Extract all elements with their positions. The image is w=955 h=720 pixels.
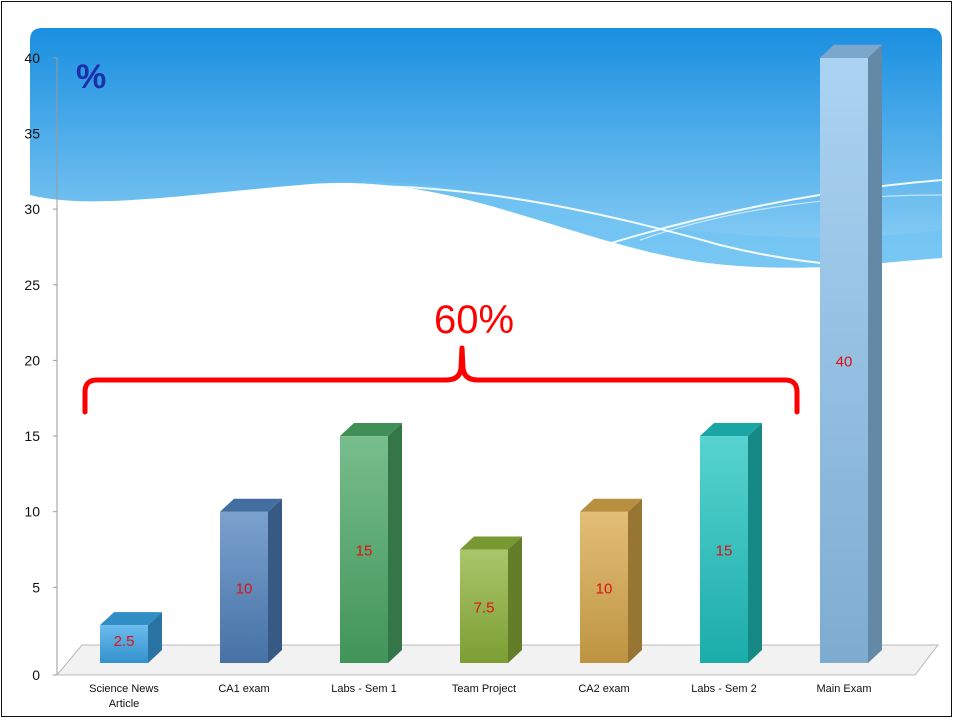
percent-mark: %: [76, 58, 106, 96]
bar-front: [700, 436, 748, 663]
bar-front: [100, 625, 148, 663]
sixty-percent-bracket: [82, 345, 800, 415]
wave-line: [594, 179, 943, 249]
y-tick-label: 20: [24, 352, 40, 368]
x-tick-label: Main Exam: [816, 683, 871, 695]
sky-wave-background: [30, 28, 943, 270]
bar-top: [340, 423, 402, 437]
bar-side: [508, 536, 522, 663]
bar-value-label: 10: [596, 580, 613, 597]
bar-2: 10: [220, 498, 282, 663]
bar-front: [340, 436, 388, 663]
bar-3: 15: [340, 423, 402, 663]
y-axis: 0 5 10 15 20 25 30 35 40: [24, 50, 58, 683]
bar-front: [220, 511, 268, 663]
x-tick-label: Labs - Sem 2: [691, 683, 756, 695]
bar-value-label: 15: [356, 543, 373, 560]
bar-side: [868, 44, 882, 664]
x-tick-label: Science News Article: [89, 683, 159, 710]
x-tick-label: CA1 exam: [218, 683, 269, 695]
y-tick-label: 15: [24, 428, 40, 444]
bar-4: 7.5: [460, 536, 522, 663]
bar-side: [268, 498, 282, 663]
bar-side: [148, 612, 162, 663]
bar-side: [628, 498, 642, 663]
bar-front: [580, 511, 628, 663]
bar-top: [580, 498, 642, 512]
bar-value-label: 2.5: [114, 633, 135, 650]
bar-value-label: 40: [836, 353, 853, 370]
bar-front: [820, 57, 868, 664]
bar-5: 10: [580, 498, 642, 663]
bar-1: 2.5: [100, 612, 162, 663]
wave-band: [300, 181, 942, 268]
annotation-layer: 60% %: [76, 58, 800, 415]
bar-value-label: 15: [716, 543, 733, 560]
bar-top: [220, 498, 282, 512]
sky-band: [30, 28, 942, 268]
y-tick-label: 0: [32, 667, 40, 683]
x-tick-label: CA2 exam: [578, 683, 629, 695]
bar-6: 15: [700, 423, 762, 663]
bar-value-label: 7.5: [474, 599, 495, 616]
bar-value-label: 10: [236, 580, 253, 597]
y-tick-label: 35: [24, 125, 40, 141]
y-tick-label: 10: [24, 504, 40, 520]
bar-top: [700, 423, 762, 437]
bar-series: 2.5 10 15 7.5 10 15 40: [100, 44, 882, 664]
bar-side: [388, 423, 402, 663]
y-tick-label: 30: [24, 201, 40, 217]
bar-7: 40: [820, 44, 882, 664]
x-tick-label: Labs - Sem 1: [331, 683, 396, 695]
bar-top: [100, 612, 162, 626]
bar-front: [460, 549, 508, 663]
bar-top: [820, 44, 882, 58]
x-tick-label: Team Project: [452, 683, 516, 695]
x-axis-labels: Science News Article CA1 exam Labs - Sem 1 T…: [89, 683, 871, 710]
y-tick-label: 40: [24, 50, 40, 66]
bar-top: [460, 536, 522, 550]
wave-line: [639, 194, 943, 241]
y-tick-label: 25: [24, 277, 40, 293]
y-tick-label: 5: [32, 579, 40, 595]
bracket-label: 60%: [434, 298, 514, 342]
bar-side: [748, 423, 762, 663]
